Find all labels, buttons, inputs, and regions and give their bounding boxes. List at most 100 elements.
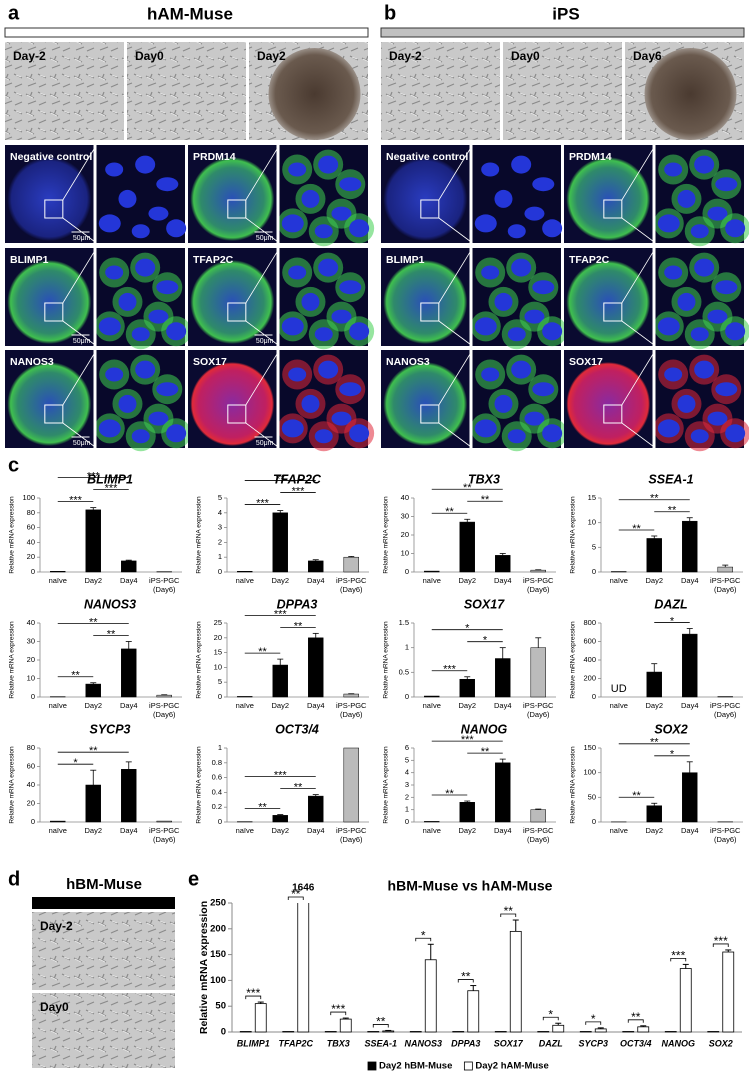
separator <box>469 248 473 346</box>
nucleus <box>694 360 715 379</box>
y-tick-label: 15 <box>214 648 222 657</box>
y-tick-label: 0.5 <box>399 667 409 676</box>
zoom-line <box>438 349 473 406</box>
y-tick-label: 2 <box>405 792 409 801</box>
bar <box>297 903 310 1033</box>
stain-label: SOX17 <box>193 356 227 368</box>
significance-label: *** <box>671 949 685 963</box>
y-tick-label: 0 <box>405 567 409 576</box>
y-tick-label: 2 <box>218 537 222 546</box>
bar <box>121 648 137 698</box>
image-label: Day2 <box>257 49 286 63</box>
phase-image <box>127 42 246 140</box>
significance-label: *** <box>331 1002 345 1016</box>
nucleus <box>690 429 709 444</box>
x-tick-label: TBX3 <box>327 1038 350 1048</box>
y-tick-label: 20 <box>27 798 35 807</box>
x-tick-label: Day2 <box>271 576 289 585</box>
nucleus <box>98 419 121 438</box>
nucleus <box>318 155 339 174</box>
sphere <box>268 48 361 140</box>
x-tick-label: iPS-PGC <box>149 576 180 585</box>
bar <box>459 802 475 823</box>
y-tick-label: 200 <box>210 923 226 934</box>
significance-label: ** <box>89 745 98 757</box>
bar <box>343 747 359 823</box>
y-tick-label: 0 <box>405 817 409 826</box>
zoom-line <box>62 144 97 201</box>
y-tick-label: 1 <box>218 552 222 561</box>
panel-label: c <box>8 454 19 476</box>
x-tick-label: Day4 <box>681 701 699 710</box>
x-tick-label: naïve <box>610 826 628 835</box>
x-tick-label: Day4 <box>307 701 325 710</box>
bar <box>121 560 137 573</box>
zoom-line <box>438 320 473 347</box>
significance-label: *** <box>292 485 306 497</box>
panel-title: hAM-Muse <box>147 4 233 23</box>
significance-label: ** <box>294 782 303 794</box>
panel-label: e <box>188 868 199 890</box>
y-tick-label: 5 <box>218 493 222 502</box>
annotation: UD <box>611 683 627 695</box>
y-axis-label: Relative mRNA expression <box>383 496 390 574</box>
nucleus <box>331 206 352 221</box>
nucleus <box>281 317 304 336</box>
x-tick-label: naïve <box>423 576 441 585</box>
separator <box>652 350 656 448</box>
chart-title: SOX2 <box>654 722 687 736</box>
y-tick-label: 20 <box>401 530 409 539</box>
nucleus <box>148 411 169 426</box>
nucleus <box>511 155 532 174</box>
x-tick-label: Day2 <box>84 576 102 585</box>
scale-label: 50μm <box>256 440 274 447</box>
x-tick-label: Day2 <box>645 826 663 835</box>
x-tick-label: Day2 <box>271 701 289 710</box>
significance-label: ** <box>107 628 116 640</box>
significance-label: ** <box>71 670 80 682</box>
significance-label: *** <box>274 770 288 782</box>
zoom-box <box>420 199 440 219</box>
significance-label: ** <box>445 506 454 518</box>
colony <box>7 362 92 446</box>
y-tick-label: 0 <box>221 1027 226 1038</box>
y-tick-label: 1 <box>405 805 409 814</box>
x-tick-label: TFAP2C <box>278 1038 313 1048</box>
zoom-box <box>420 302 440 322</box>
bar <box>530 809 546 823</box>
significance-label: ** <box>650 737 659 749</box>
stain-label: TFAP2C <box>193 254 234 266</box>
bar <box>682 520 698 573</box>
bar <box>343 556 359 573</box>
significance-label: ** <box>632 523 641 535</box>
panel-label: a <box>8 2 20 24</box>
y-axis-label: Relative mRNA expression <box>9 496 16 574</box>
y-tick-label: 10 <box>27 673 35 682</box>
significance-bracket <box>542 1016 559 1021</box>
y-tick-label: 100 <box>210 975 226 986</box>
y-tick-label: 0 <box>31 817 35 826</box>
x-tick-label: iPS-PGC <box>149 826 180 835</box>
chart-title: NANOG <box>461 722 508 736</box>
x-tick-label: (Day6) <box>527 585 550 594</box>
colony <box>7 260 92 344</box>
y-tick-label: 4 <box>405 768 409 777</box>
zoom-line <box>245 320 280 347</box>
significance-label: * <box>591 1012 596 1026</box>
x-tick-label: Day2 <box>645 576 663 585</box>
y-tick-label: 15 <box>588 493 596 502</box>
chart-title: SSEA-1 <box>648 472 693 486</box>
zoom-box <box>44 199 64 219</box>
separator <box>93 145 97 243</box>
y-tick-label: 0 <box>31 567 35 576</box>
y-tick-label: 0 <box>218 817 222 826</box>
nucleus <box>494 292 513 311</box>
zoom-line <box>621 422 656 449</box>
image-label: Day6 <box>633 49 662 63</box>
bar <box>495 658 511 698</box>
significance-label: * <box>548 1007 553 1021</box>
y-axis-label: Relative mRNA expression <box>196 746 203 824</box>
nucleus <box>511 258 532 277</box>
y-axis-label: Relative mRNA expression <box>570 496 577 574</box>
